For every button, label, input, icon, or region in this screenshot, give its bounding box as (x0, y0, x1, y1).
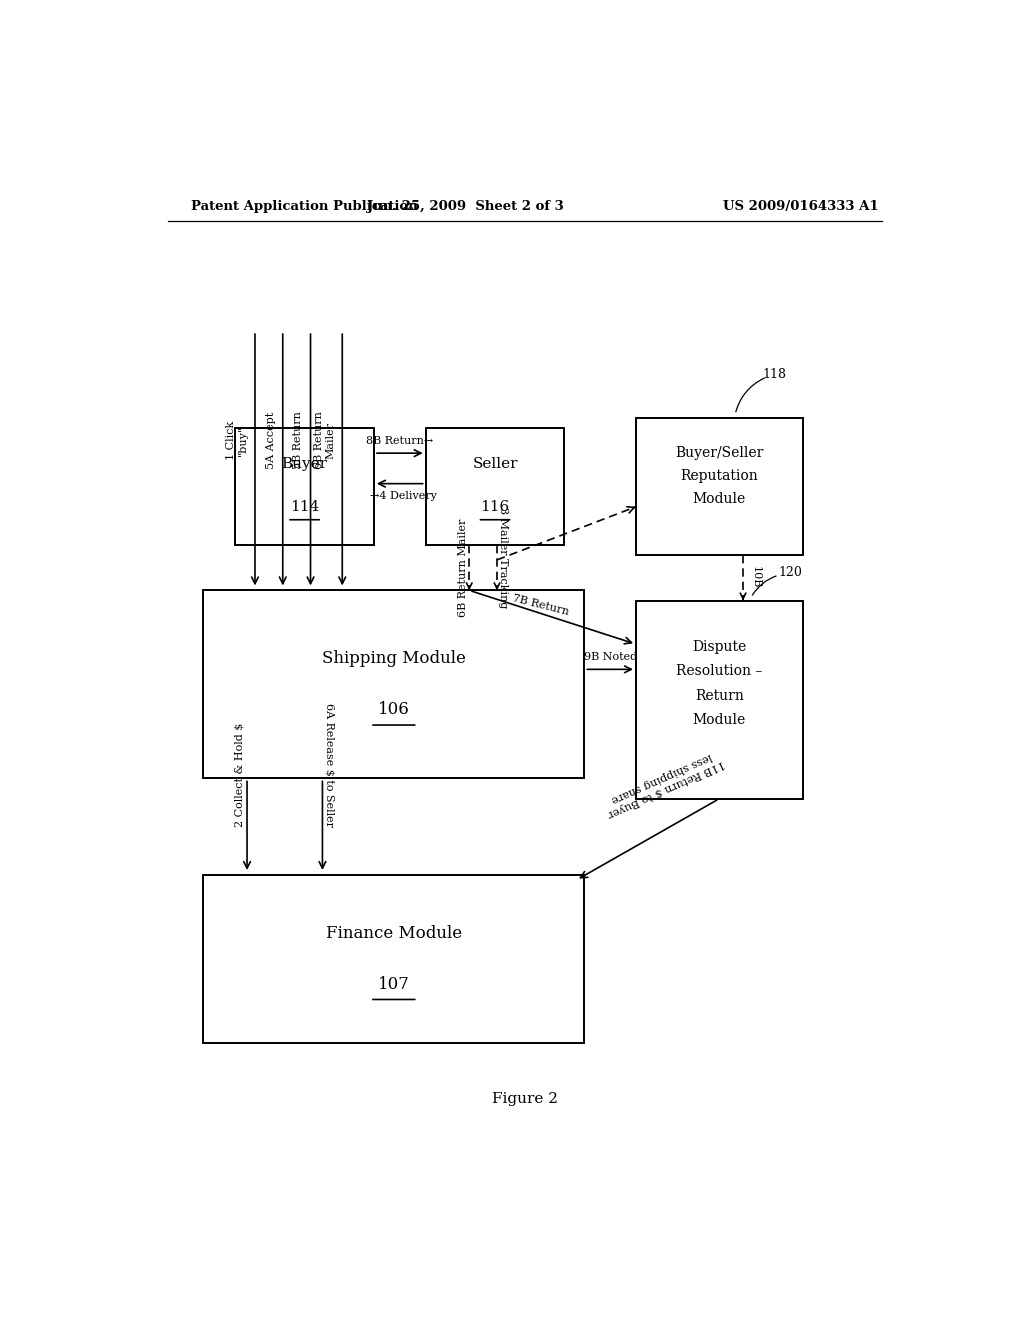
Text: Buyer/Seller: Buyer/Seller (675, 446, 764, 459)
Text: Jun. 25, 2009  Sheet 2 of 3: Jun. 25, 2009 Sheet 2 of 3 (367, 199, 563, 213)
Text: Shipping Module: Shipping Module (322, 651, 466, 668)
Text: 8B Return→: 8B Return→ (367, 436, 433, 446)
Text: Module: Module (692, 492, 745, 507)
Text: 6A Release $ to Seller: 6A Release $ to Seller (325, 702, 335, 826)
Text: Module: Module (692, 713, 745, 727)
Text: Seller: Seller (472, 457, 518, 471)
Text: 7B Return: 7B Return (511, 594, 570, 618)
Text: 120: 120 (778, 565, 803, 578)
Text: 11B Return $ to Buyer
less shipping share: 11B Return $ to Buyer less shipping shar… (601, 747, 726, 818)
Text: Reputation: Reputation (680, 469, 758, 483)
Text: 6B Return
Mailer: 6B Return Mailer (313, 412, 335, 470)
Text: 1 Click
"buy": 1 Click "buy" (226, 421, 248, 461)
Text: 5A Accept: 5A Accept (265, 412, 275, 469)
FancyBboxPatch shape (236, 428, 374, 545)
Text: Buyer: Buyer (282, 457, 328, 471)
FancyBboxPatch shape (426, 428, 564, 545)
Text: Figure 2: Figure 2 (492, 1092, 558, 1106)
Text: →4 Delivery: →4 Delivery (371, 491, 437, 500)
Text: 114: 114 (290, 499, 319, 513)
Text: 116: 116 (480, 499, 510, 513)
Text: 3 Mailer Tracking: 3 Mailer Tracking (499, 507, 508, 609)
FancyBboxPatch shape (636, 601, 803, 799)
Text: 5B Return: 5B Return (294, 412, 303, 470)
Text: 118: 118 (763, 368, 786, 381)
Text: 107: 107 (378, 975, 410, 993)
Text: US 2009/0164333 A1: US 2009/0164333 A1 (723, 199, 879, 213)
Text: Finance Module: Finance Module (326, 925, 462, 942)
Text: 106: 106 (378, 701, 410, 718)
FancyBboxPatch shape (204, 875, 585, 1043)
Text: Resolution –: Resolution – (676, 664, 763, 678)
Text: Patent Application Publication: Patent Application Publication (191, 199, 418, 213)
Text: Return: Return (695, 689, 743, 702)
Text: 9B Noted: 9B Noted (584, 652, 637, 663)
Text: Dispute: Dispute (692, 640, 746, 653)
FancyBboxPatch shape (204, 590, 585, 779)
Text: 10B: 10B (751, 566, 761, 589)
Text: 6B Return Mailer: 6B Return Mailer (458, 519, 468, 616)
Text: 2 Collect & Hold $: 2 Collect & Hold $ (234, 722, 244, 826)
FancyBboxPatch shape (636, 417, 803, 554)
